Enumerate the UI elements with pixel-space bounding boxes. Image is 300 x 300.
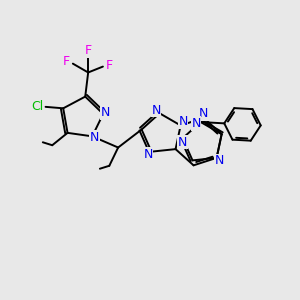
Text: F: F: [63, 55, 70, 68]
Text: N: N: [143, 148, 153, 161]
Text: N: N: [90, 131, 99, 144]
Text: N: N: [178, 136, 188, 149]
Text: N: N: [101, 106, 110, 119]
Text: Cl: Cl: [31, 100, 44, 113]
Text: N: N: [215, 154, 224, 167]
Text: N: N: [152, 104, 161, 117]
Text: F: F: [85, 44, 92, 57]
Text: N: N: [199, 107, 208, 120]
Text: N: N: [191, 117, 201, 130]
Text: F: F: [106, 59, 113, 72]
Text: N: N: [178, 116, 188, 128]
